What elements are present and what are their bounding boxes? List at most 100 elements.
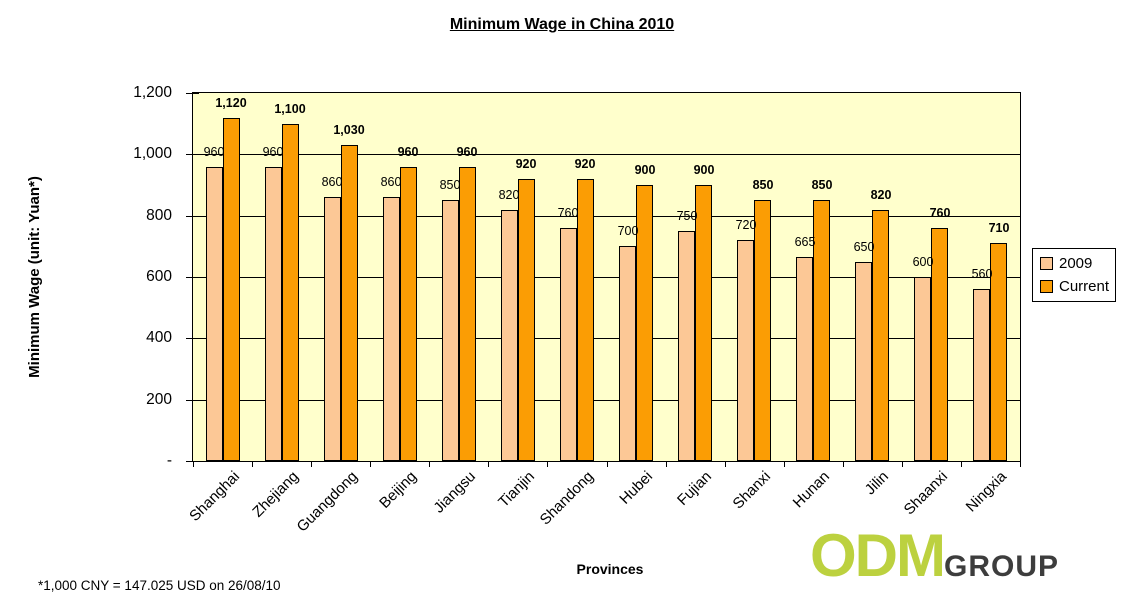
y-tick-mark-1200	[186, 93, 199, 94]
bar-current-tianjin	[518, 179, 535, 461]
bar-2009-shanxi	[737, 240, 754, 461]
legend-swatch-current	[1040, 280, 1053, 293]
value-label-current-guangdong: 1,030	[333, 123, 365, 137]
gridline-200	[193, 400, 1020, 401]
value-label-current-hunan: 850	[811, 178, 833, 192]
value-label-2009-shanxi: 720	[735, 218, 757, 232]
x-tick-mark-12	[902, 462, 903, 467]
bar-current-zhejiang	[282, 124, 299, 461]
value-label-2009-guangdong: 860	[321, 175, 343, 189]
bar-2009-beijing	[383, 197, 400, 461]
y-tick-label-800: 800	[146, 207, 172, 224]
bar-2009-hunan	[796, 257, 813, 461]
x-tick-mark-11	[843, 462, 844, 467]
bar-current-shanghai	[223, 118, 240, 461]
y-tick-label-600: 600	[146, 268, 172, 285]
y-tick-label-1200: 1,200	[133, 84, 172, 101]
bar-current-hunan	[813, 200, 830, 461]
y-tick-label-400: 400	[146, 329, 172, 346]
x-tick-mark-2	[311, 462, 312, 467]
bar-2009-shandong	[560, 228, 577, 461]
value-label-current-shaanxi: 760	[929, 206, 951, 220]
x-axis-title: Provinces	[576, 561, 644, 577]
y-tick-mark-1000	[186, 154, 199, 155]
x-tick-mark-9	[725, 462, 726, 467]
value-label-2009-shanghai: 960	[203, 145, 225, 159]
value-label-current-ningxia: 710	[988, 221, 1010, 235]
value-label-2009-beijing: 860	[380, 175, 402, 189]
value-label-2009-tianjin: 820	[498, 188, 520, 202]
value-label-current-tianjin: 920	[515, 157, 537, 171]
value-label-current-hubei: 900	[634, 163, 656, 177]
y-tick-label-0: -	[166, 452, 172, 469]
gridline-1000	[193, 154, 1020, 155]
bar-2009-jilin	[855, 262, 872, 461]
x-tick-mark-3	[370, 462, 371, 467]
y-tick-mark-800	[186, 216, 199, 217]
chart-title: Minimum Wage in China 2010	[449, 16, 675, 33]
bar-current-shanxi	[754, 200, 771, 461]
legend-item-current: Current	[1040, 278, 1115, 295]
y-tick-mark-400	[186, 338, 199, 339]
bar-2009-jiangsu	[442, 200, 459, 461]
value-label-current-jilin: 820	[870, 188, 892, 202]
bar-2009-fujian	[678, 231, 695, 461]
x-tick-mark-5	[488, 462, 489, 467]
legend-label-current: Current	[1059, 278, 1110, 295]
bar-2009-hubei	[619, 246, 636, 461]
bar-current-shaanxi	[931, 228, 948, 461]
x-tick-mark-4	[429, 462, 430, 467]
exchange-rate-footnote: *1,000 CNY = 147.025 USD on 26/08/10	[38, 578, 281, 593]
value-label-2009-shandong: 760	[557, 206, 579, 220]
value-label-current-fujian: 900	[693, 163, 715, 177]
bar-current-jiangsu	[459, 167, 476, 461]
y-tick-label-200: 200	[146, 391, 172, 408]
bar-2009-shaanxi	[914, 277, 931, 461]
x-tick-mark-13	[961, 462, 962, 467]
bar-current-hubei	[636, 185, 653, 461]
x-tick-mark-14	[1020, 462, 1021, 467]
y-tick-mark-200	[186, 400, 199, 401]
x-tick-mark-0	[193, 462, 194, 467]
x-tick-mark-1	[252, 462, 253, 467]
legend-swatch-2009	[1040, 257, 1053, 270]
value-label-2009-jilin: 650	[853, 240, 875, 254]
legend-label-2009: 2009	[1059, 255, 1093, 272]
bar-2009-ningxia	[973, 289, 990, 461]
bar-current-guangdong	[341, 145, 358, 461]
value-label-2009-shaanxi: 600	[912, 255, 934, 269]
bar-2009-zhejiang	[265, 167, 282, 461]
value-label-current-beijing: 960	[397, 145, 419, 159]
bar-current-jilin	[872, 210, 889, 461]
odm-group-logo: ODM GROUP	[810, 524, 1059, 588]
bar-2009-shanghai	[206, 167, 223, 461]
odm-logo-text: ODM	[810, 522, 946, 589]
value-label-2009-hubei: 700	[617, 224, 639, 238]
x-tick-mark-6	[547, 462, 548, 467]
legend: 2009 Current	[1032, 248, 1116, 302]
group-logo-text: GROUP	[943, 550, 1059, 583]
value-label-current-shanghai: 1,120	[215, 96, 247, 110]
x-tick-mark-10	[784, 462, 785, 467]
bar-2009-tianjin	[501, 210, 518, 461]
legend-item-2009: 2009	[1040, 255, 1115, 272]
y-tick-label-1000: 1,000	[133, 145, 172, 162]
value-label-2009-hunan: 665	[794, 235, 816, 249]
x-tick-mark-8	[666, 462, 667, 467]
y-axis-title: Minimum Wage (unit: Yuan*)	[26, 176, 43, 378]
bar-current-fujian	[695, 185, 712, 461]
y-tick-mark-0	[186, 461, 199, 462]
y-tick-mark-600	[186, 277, 199, 278]
gridline-600	[193, 277, 1020, 278]
value-label-current-zhejiang: 1,100	[274, 102, 306, 116]
value-label-2009-jiangsu: 850	[439, 178, 461, 192]
bar-current-shandong	[577, 179, 594, 461]
value-label-2009-zhejiang: 960	[262, 145, 284, 159]
x-tick-mark-7	[607, 462, 608, 467]
bar-2009-guangdong	[324, 197, 341, 461]
value-label-current-shandong: 920	[574, 157, 596, 171]
bar-current-beijing	[400, 167, 417, 461]
value-label-current-shanxi: 850	[752, 178, 774, 192]
value-label-current-jiangsu: 960	[456, 145, 478, 159]
